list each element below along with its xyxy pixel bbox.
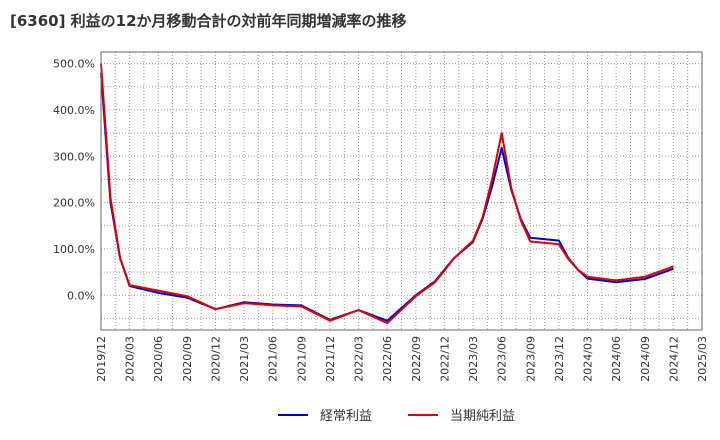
x-tick-label: 2023/03 — [467, 336, 480, 382]
x-tick-label: 2024/03 — [582, 336, 595, 382]
x-tick-label: 2020/06 — [152, 336, 165, 382]
y-tick-label: 100.0% — [53, 243, 95, 256]
y-tick-label: 0.0% — [67, 289, 95, 302]
x-tick-label: 2022/09 — [410, 336, 423, 382]
x-tick-label: 2020/12 — [209, 336, 222, 382]
x-tick-label: 2020/03 — [124, 336, 137, 382]
legend-label: 経常利益 — [320, 409, 372, 424]
x-tick-label: 2021/03 — [238, 336, 251, 382]
x-tick-label: 2020/09 — [181, 336, 194, 382]
x-tick-label: 2023/09 — [524, 336, 537, 382]
x-tick-label: 2021/06 — [267, 336, 280, 382]
x-tick-label: 2019/12 — [95, 336, 108, 382]
x-tick-label: 2022/06 — [381, 336, 394, 382]
series-line-net-profit — [100, 63, 674, 325]
x-tick-label: 2024/12 — [667, 336, 680, 382]
y-axis-ticks: 500.0% 400.0% 300.0% 200.0% 100.0% 0.0% — [53, 58, 95, 303]
y-tick-label: 500.0% — [53, 58, 95, 71]
legend-label: 当期純利益 — [450, 409, 515, 424]
y-tick-label: 300.0% — [53, 150, 95, 163]
y-tick-label: 200.0% — [53, 197, 95, 210]
x-tick-label: 2023/12 — [553, 336, 566, 382]
x-tick-label: 2023/06 — [496, 336, 509, 382]
series-lines — [100, 63, 674, 325]
x-tick-label: 2021/12 — [324, 336, 337, 382]
x-tick-label: 2021/09 — [295, 336, 308, 382]
x-tick-label: 2022/12 — [438, 336, 451, 382]
chart-title: [6360] 利益の12か月移動合計の対前年同期増減率の推移 — [10, 12, 407, 30]
x-axis-ticks: 2019/12 2020/03 2020/06 2020/09 2020/12 2021/… — [95, 336, 709, 382]
legend: 経常利益 当期純利益 — [278, 409, 515, 424]
x-tick-label: 2022/03 — [353, 336, 366, 382]
y-tick-label: 400.0% — [53, 104, 95, 117]
x-tick-label: 2025/03 — [696, 336, 709, 382]
plot-frame — [100, 51, 703, 331]
x-tick-label: 2024/06 — [610, 336, 623, 382]
x-tick-label: 2024/09 — [639, 336, 652, 382]
